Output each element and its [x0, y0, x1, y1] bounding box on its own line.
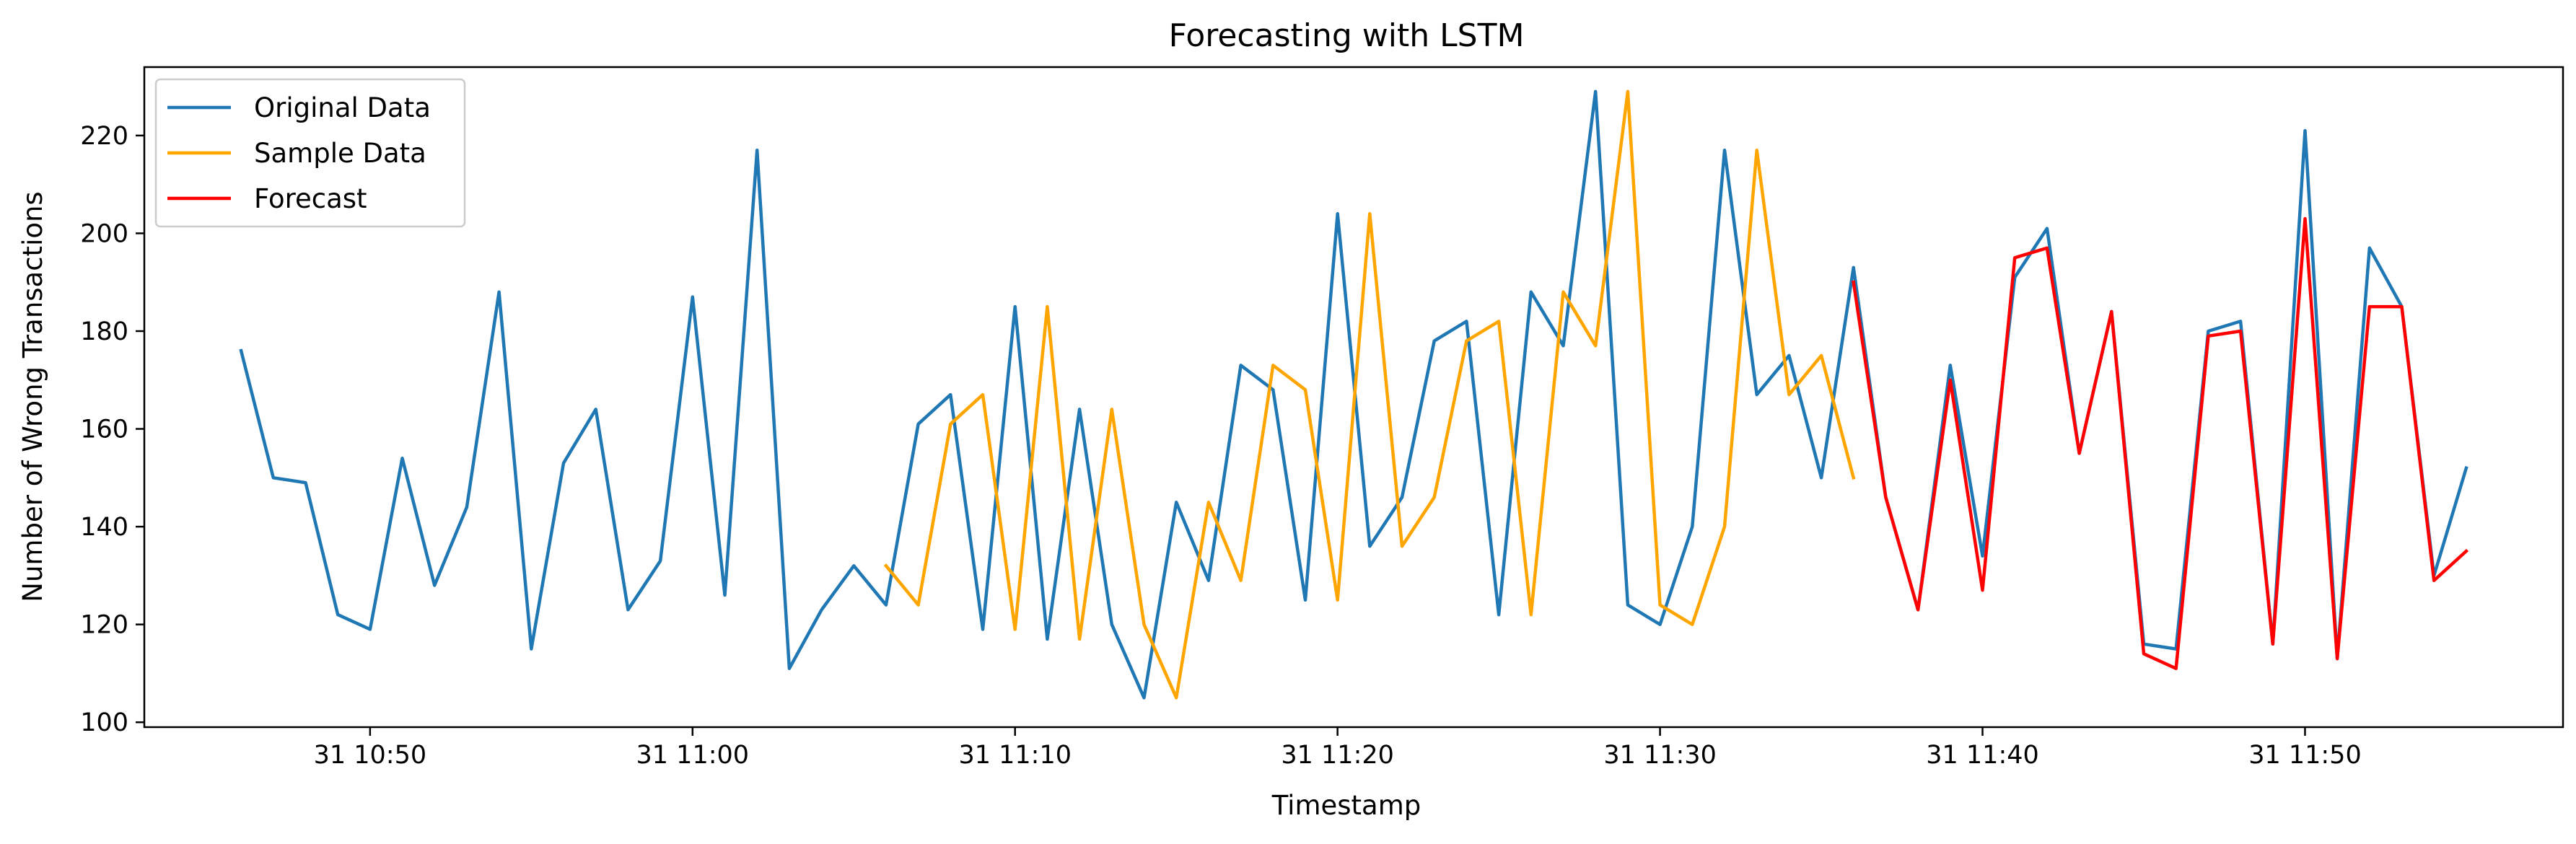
- x-tick-label: 31 11:00: [636, 741, 750, 770]
- series-lines: [239, 89, 2469, 700]
- legend-label-original-data: Original Data: [254, 92, 431, 123]
- series-line-forecast: [1852, 216, 2469, 670]
- legend-label-forecast: Forecast: [254, 183, 367, 214]
- x-tick-label: 31 10:50: [314, 741, 427, 770]
- x-tick-label: 31 11:30: [1603, 741, 1717, 770]
- y-tick-label: 140: [80, 513, 128, 542]
- legend: Original Data Sample Data Forecast: [154, 78, 466, 228]
- x-tick-label: 31 11:40: [1926, 741, 2039, 770]
- plot-frame: [143, 66, 2564, 729]
- y-axis-label: Number of Wrong Transactions: [17, 191, 48, 602]
- legend-box: [154, 78, 466, 228]
- y-tick-label: 220: [80, 122, 128, 151]
- y-tick-label: 120: [80, 611, 128, 640]
- chart-title: Forecasting with LSTM: [1169, 17, 1525, 54]
- y-tick-label: 200: [80, 219, 128, 248]
- x-tick-label: 31 11:50: [2248, 741, 2362, 770]
- x-axis-label: Timestamp: [1271, 790, 1421, 821]
- series-line-sample-data: [883, 89, 1856, 700]
- y-tick-label: 180: [80, 317, 128, 346]
- y-tick-label: 160: [80, 416, 128, 444]
- legend-label-sample-data: Sample Data: [254, 138, 426, 169]
- x-tick-label: 31 11:10: [958, 741, 1072, 770]
- y-tick-label: 100: [80, 708, 128, 737]
- x-tick-label: 31 11:20: [1281, 741, 1394, 770]
- axis-ticks: 31 10:50 31 11:00 31 11:10 31 11:20 31 11:30…: [80, 122, 2362, 770]
